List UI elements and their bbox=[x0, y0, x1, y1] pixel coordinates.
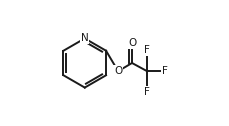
Text: O: O bbox=[127, 38, 136, 48]
Text: F: F bbox=[144, 45, 149, 55]
Text: F: F bbox=[161, 66, 167, 76]
Text: O: O bbox=[114, 66, 122, 76]
Text: N: N bbox=[81, 33, 88, 43]
Text: F: F bbox=[144, 87, 149, 97]
